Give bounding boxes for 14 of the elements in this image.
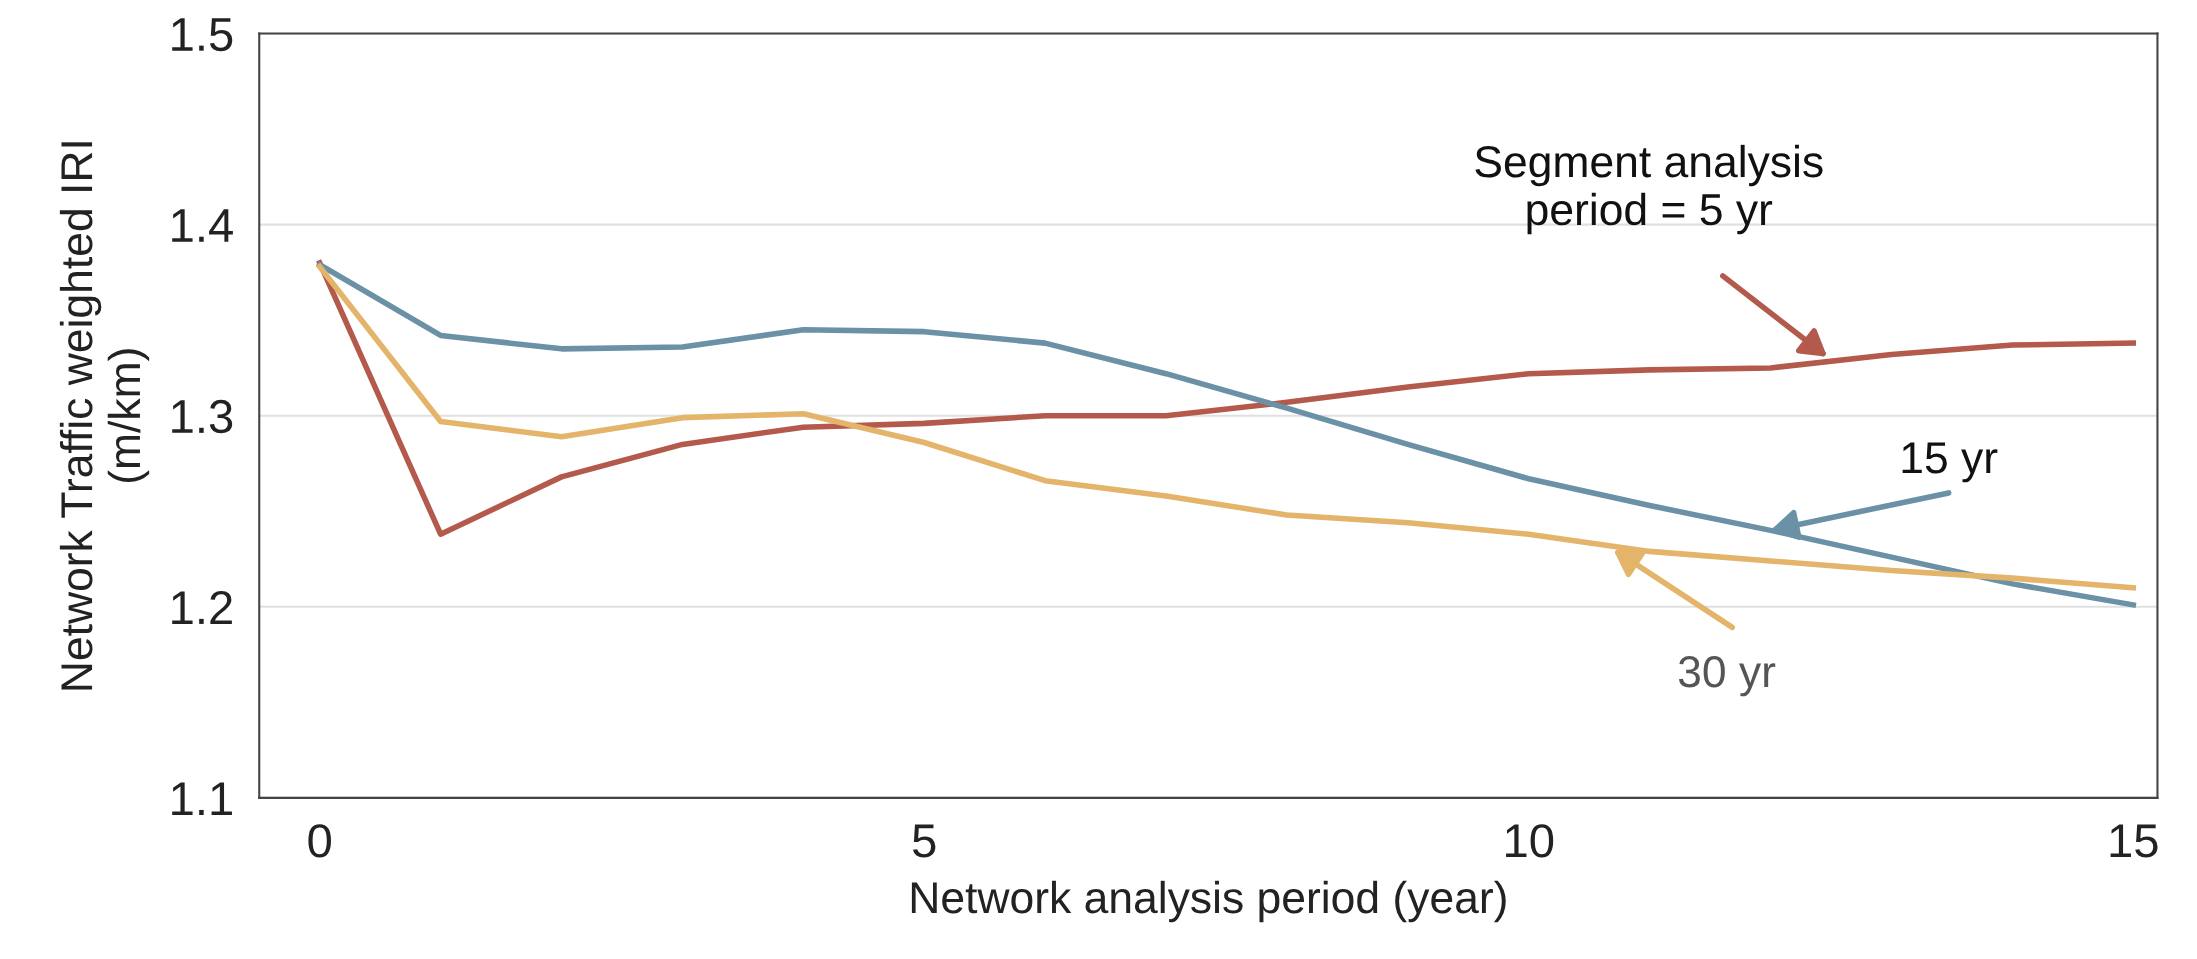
annotation: Segment analysis period = 5 yr — [1475, 144, 1823, 235]
x-tick-label: 10 — [1506, 824, 1554, 858]
annotation: 30 yr — [1678, 656, 1776, 697]
y-tick-label: 1.5 — [172, 18, 233, 52]
x-tick-label: 0 — [308, 824, 331, 858]
y-axis-title: Network Traffic weighted IRI (m/km) — [59, 142, 150, 690]
y-tick-label: 1.1 — [172, 782, 232, 815]
y-tick-label: 1.4 — [172, 209, 233, 242]
x-tick-label: 15 — [2110, 824, 2158, 858]
y-tick-label: 1.2 — [172, 590, 232, 624]
y-tick-label: 1.3 — [172, 399, 233, 434]
x-axis-title: Network analysis period (year) — [911, 880, 1506, 923]
annotation: 15 yr — [1902, 442, 1998, 483]
x-tick-label: 5 — [912, 824, 936, 858]
